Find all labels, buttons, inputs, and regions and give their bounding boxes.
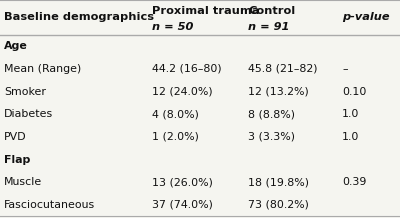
Text: 44.2 (16–80): 44.2 (16–80): [152, 64, 222, 74]
Text: 8 (8.8%): 8 (8.8%): [248, 109, 295, 119]
Text: 12 (13.2%): 12 (13.2%): [248, 87, 309, 97]
Text: Age: Age: [4, 41, 28, 51]
Text: 0.39: 0.39: [342, 177, 366, 187]
Text: Diabetes: Diabetes: [4, 109, 53, 119]
Text: –: –: [342, 64, 348, 74]
Text: 13 (26.0%): 13 (26.0%): [152, 177, 213, 187]
Text: 4 (8.0%): 4 (8.0%): [152, 109, 199, 119]
Text: Fasciocutaneous: Fasciocutaneous: [4, 200, 95, 210]
Text: n = 50: n = 50: [152, 22, 193, 32]
Text: Control: Control: [248, 6, 295, 16]
Text: 3 (3.3%): 3 (3.3%): [248, 132, 295, 142]
Text: 1 (2.0%): 1 (2.0%): [152, 132, 199, 142]
Text: 0.10: 0.10: [342, 87, 366, 97]
Text: 1.0: 1.0: [342, 109, 359, 119]
Text: Flap: Flap: [4, 155, 30, 165]
Text: PVD: PVD: [4, 132, 27, 142]
Text: 1.0: 1.0: [342, 132, 359, 142]
Text: p-value: p-value: [342, 12, 390, 22]
Text: Proximal trauma: Proximal trauma: [152, 6, 260, 16]
Text: 12 (24.0%): 12 (24.0%): [152, 87, 213, 97]
Text: n = 91: n = 91: [248, 22, 289, 32]
Text: 37 (74.0%): 37 (74.0%): [152, 200, 213, 210]
Text: Smoker: Smoker: [4, 87, 46, 97]
Text: Mean (Range): Mean (Range): [4, 64, 81, 74]
Text: 45.8 (21–82): 45.8 (21–82): [248, 64, 318, 74]
Text: Muscle: Muscle: [4, 177, 42, 187]
Text: 18 (19.8%): 18 (19.8%): [248, 177, 309, 187]
Text: 73 (80.2%): 73 (80.2%): [248, 200, 309, 210]
Text: Baseline demographics: Baseline demographics: [4, 12, 154, 22]
